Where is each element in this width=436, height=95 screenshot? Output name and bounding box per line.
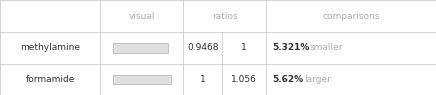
Text: comparisons: comparisons [322,12,380,21]
Text: visual: visual [129,12,155,21]
Text: 1.056: 1.056 [231,75,257,84]
Text: 5.321%: 5.321% [272,44,310,52]
Text: 0.9468: 0.9468 [187,44,218,52]
Text: 5.62%: 5.62% [272,75,303,84]
Text: methylamine: methylamine [20,44,80,52]
Bar [112,43,167,53]
Text: formamide: formamide [25,75,75,84]
Text: 1: 1 [200,75,206,84]
Text: ratios: ratios [212,12,237,21]
Text: 5.321%: 5.321% [272,44,310,52]
Text: 1: 1 [241,44,247,52]
Text: 5.62%: 5.62% [272,75,303,84]
Text: smaller: smaller [310,44,344,52]
Bar [112,75,170,84]
Text: larger: larger [304,75,331,84]
